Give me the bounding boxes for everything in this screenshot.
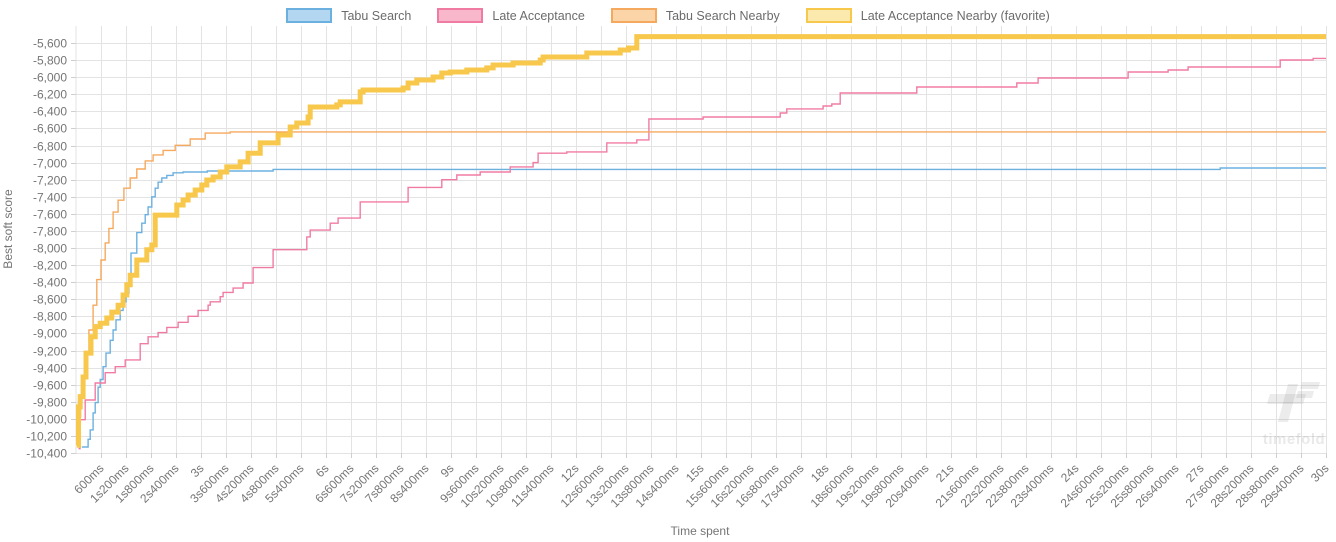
axis-ticks [71, 43, 1327, 458]
y-tick-label: -7,400 [33, 191, 67, 205]
series-line-late-acceptance [78, 57, 1326, 450]
y-tick-label: -8,000 [33, 242, 67, 256]
legend-item-tabu-search[interactable]: Tabu Search [286, 8, 411, 23]
y-tick-label: -8,600 [33, 293, 67, 307]
legend-label: Late Acceptance [492, 8, 585, 23]
y-tick-label: -10,200 [26, 430, 67, 444]
x-tick-label: 3s [188, 461, 207, 480]
y-tick-label: -5,800 [33, 54, 67, 68]
legend-label: Tabu Search [341, 8, 412, 23]
y-tick-label: -6,000 [33, 71, 67, 85]
legend-label: Late Acceptance Nearby (favorite) [860, 8, 1050, 23]
y-tick-label: -9,400 [33, 362, 67, 376]
y-tick-label: -5,600 [33, 37, 67, 51]
series-line-tabu-search [81, 167, 1326, 448]
x-tick-label: 9s [438, 461, 457, 480]
y-tick-label: -10,000 [26, 413, 67, 427]
chart-legend: Tabu Search Late Acceptance Tabu Search Ne… [0, 8, 1336, 23]
legend-swatch [805, 8, 852, 23]
y-tick-label: -9,000 [33, 327, 67, 341]
y-tick-label: -9,200 [33, 345, 67, 359]
x-axis-title: Time spent [670, 524, 730, 538]
y-tick-label: -8,800 [33, 310, 67, 324]
legend-item-tabu-search-nearby[interactable]: Tabu Search Nearby [610, 8, 780, 23]
x-tick-label: 6s [313, 461, 332, 480]
y-tick-label: -10,400 [26, 447, 67, 461]
y-tick-label: -7,000 [33, 157, 67, 171]
y-tick-label: -9,600 [33, 379, 67, 393]
series-line-late-acceptance-nearby-favorite [76, 34, 1326, 448]
gridlines [75, 26, 1327, 454]
legend-item-late-acceptance-nearby-favorite[interactable]: Late Acceptance Nearby (favorite) [805, 8, 1050, 23]
legend-swatch [437, 8, 484, 23]
y-tick-label: -7,800 [33, 225, 67, 239]
y-tick-label: -6,200 [33, 88, 67, 102]
x-tick-label: 30s [1308, 461, 1332, 485]
legend-swatch [286, 8, 333, 23]
legend-label: Tabu Search Nearby [665, 8, 780, 23]
y-tick-label: -8,200 [33, 259, 67, 273]
y-tick-label: -7,600 [33, 208, 67, 222]
y-tick-label: -8,400 [33, 276, 67, 290]
y-tick-label: -6,600 [33, 122, 67, 136]
legend-item-late-acceptance[interactable]: Late Acceptance [437, 8, 585, 23]
series-lines [76, 34, 1326, 450]
legend-swatch [610, 8, 657, 23]
y-tick-label: -6,400 [33, 105, 67, 119]
y-tick-label: -7,200 [33, 174, 67, 188]
y-tick-label: -6,800 [33, 140, 67, 154]
y-axis-title: Best soft score [1, 189, 15, 269]
y-tick-label: -9,800 [33, 396, 67, 410]
